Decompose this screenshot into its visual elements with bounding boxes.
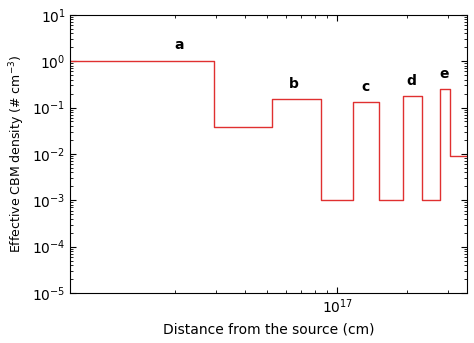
Y-axis label: Effective CBM density (# cm$^{-3}$): Effective CBM density (# cm$^{-3}$)	[7, 55, 27, 253]
Text: e: e	[439, 67, 449, 81]
Text: d: d	[406, 73, 416, 87]
Text: b: b	[289, 77, 299, 91]
Text: a: a	[175, 38, 184, 52]
Text: c: c	[361, 80, 369, 94]
X-axis label: Distance from the source (cm): Distance from the source (cm)	[163, 322, 374, 336]
